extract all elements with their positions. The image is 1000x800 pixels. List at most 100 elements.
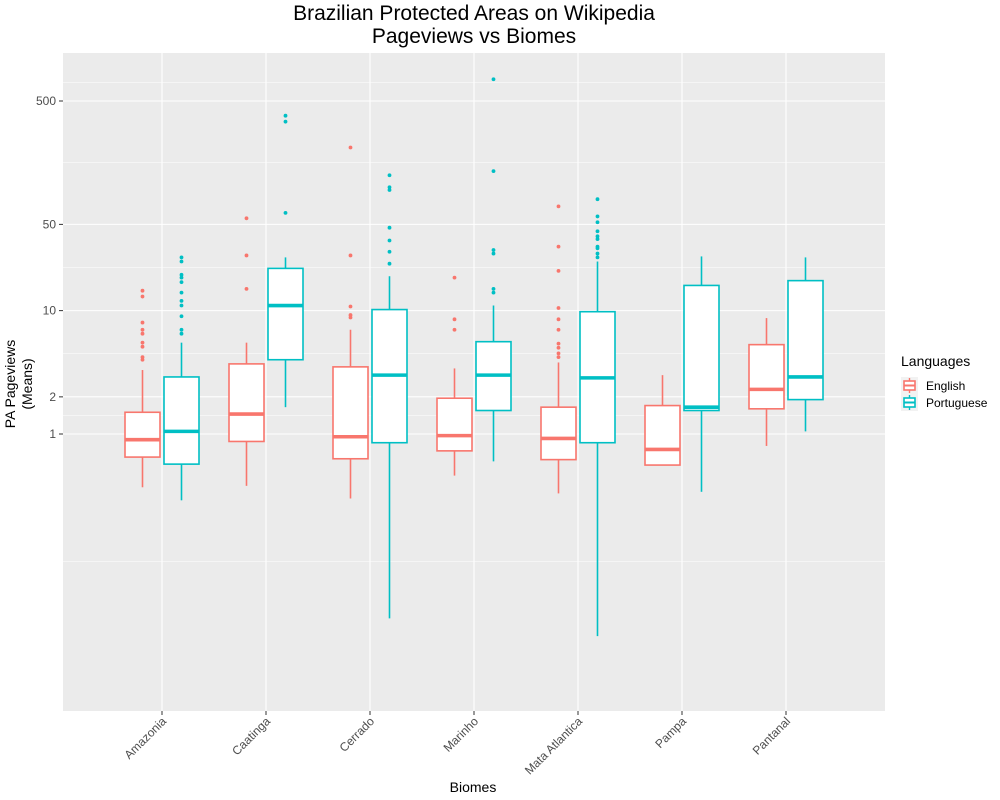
box-series [124,77,824,637]
box-english-caatinga [228,216,265,486]
outlier-point [387,185,392,190]
outlier-point [595,237,600,241]
outlier-point [140,357,145,362]
y-axis-title-line1: PA Pageviews [2,340,18,428]
box-iqr [436,397,473,452]
outlier-point [140,344,145,349]
outlier-point [595,214,600,219]
outlier-point [140,327,145,332]
outlier-point [140,340,145,345]
outlier-point [179,290,184,295]
box-iqr [163,376,200,465]
box-english-amazonia [124,288,161,488]
outlier-point [452,275,457,280]
outlier-point [491,290,496,295]
box-portuguese-cerrado [371,173,408,619]
box-iqr [683,284,720,412]
box-iqr [644,404,681,466]
outlier-point [556,345,561,350]
outlier-point [595,251,600,256]
outlier-point [595,255,600,260]
x-tick-label: Cerrado [337,714,378,755]
outlier-point [556,204,561,209]
outlier-point [140,294,145,299]
legend-title: Languages [901,353,970,369]
outlier-point [595,244,600,249]
box-english-mata-atlantica [540,204,577,494]
outlier-point [556,317,561,322]
box-iqr [267,267,304,361]
outlier-point [179,275,184,280]
grid-lines [63,53,885,711]
outlier-point [179,255,184,260]
outlier-point [491,286,496,291]
y-tick-label: 10 [43,304,57,318]
box-iqr [540,406,577,461]
box-portuguese-pantanal [787,257,824,432]
x-axis-ticks: Amazonia Caatinga Cerrado Marinho Mata Atlan… [121,711,793,777]
box-iqr [124,411,161,458]
outlier-point [140,320,145,325]
outlier-point [140,288,145,293]
outlier-point [491,169,496,174]
box-portuguese-amazonia [163,255,200,501]
outlier-point [387,173,392,178]
x-tick-label: Marinho [441,714,482,755]
legend: Languages English Portuguese [901,353,988,411]
outlier-point [556,341,561,346]
outlier-point [283,119,288,124]
legend-label-english: English [926,379,965,393]
box-iqr [228,363,265,443]
outlier-point [491,248,496,252]
outlier-point [452,327,457,332]
outlier-point [283,210,288,215]
outlier-point [179,303,184,308]
outlier-point [179,272,184,277]
chart-title-line2: Pageviews vs Biomes [372,25,576,48]
outlier-point [244,216,249,221]
outlier-point [283,113,288,118]
box-portuguese-caatinga [267,113,304,408]
outlier-point [387,261,392,266]
outlier-point [556,327,561,332]
y-tick-label: 2 [49,390,56,404]
outlier-point [387,238,392,243]
outlier-point [179,280,184,285]
outlier-point [556,306,561,310]
box-english-marinho [436,275,473,476]
outlier-point [348,253,353,258]
chart-title-line1: Brazilian Protected Areas on Wikipedia [293,2,655,25]
box-english-pampa [644,375,681,466]
x-axis-title: Biomes [450,779,497,795]
outlier-point [556,268,561,273]
outlier-point [179,314,184,319]
outlier-point [244,253,249,258]
y-tick-label: 50 [43,217,57,231]
outlier-point [387,249,392,254]
box-english-cerrado [332,145,369,499]
outlier-point [452,317,457,322]
outlier-point [491,77,496,82]
outlier-point [595,197,600,202]
outlier-point [179,327,184,332]
box-portuguese-mata-atlantica [579,197,616,637]
box-english-pantanal [748,318,785,446]
outlier-point [556,244,561,249]
outlier-point [595,234,600,239]
outlier-point [140,355,145,360]
outlier-point [556,351,561,356]
outlier-point [387,225,392,230]
outlier-point [140,331,145,336]
outlier-point [387,188,392,192]
box-iqr [787,279,824,401]
y-tick-label: 500 [36,94,56,108]
outlier-point [348,145,353,150]
outlier-point [179,259,184,264]
x-tick-label: Amazonia [121,714,169,762]
legend-label-portuguese: Portuguese [926,396,988,410]
box-iqr [332,366,369,460]
x-tick-label: Pantanal [750,714,793,757]
x-tick-label: Pampa [652,714,689,751]
y-axis-title-line2: (Means) [19,358,35,409]
outlier-point [595,229,600,234]
